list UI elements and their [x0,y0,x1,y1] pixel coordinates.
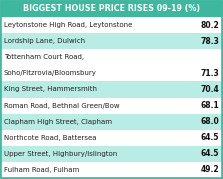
Text: Fulham Road, Fulham: Fulham Road, Fulham [4,167,79,173]
Text: Leytonstone High Road, Leytonstone: Leytonstone High Road, Leytonstone [4,22,132,28]
Text: 64.5: 64.5 [200,133,219,142]
Bar [1,162,222,178]
Bar [1,17,222,33]
Text: 71.3: 71.3 [200,69,219,78]
Text: Clapham High Street, Clapham: Clapham High Street, Clapham [4,119,112,125]
Text: 64.5: 64.5 [200,149,219,158]
Text: 68.1: 68.1 [200,101,219,110]
Text: BIGGEST HOUSE PRICE RISES 09-19 (%): BIGGEST HOUSE PRICE RISES 09-19 (%) [23,4,200,13]
Text: Lordship Lane, Dulwich: Lordship Lane, Dulwich [4,38,85,44]
Bar [1,81,222,98]
Text: King Street, Hammersmith: King Street, Hammersmith [4,86,97,92]
Text: 78.3: 78.3 [200,37,219,46]
Text: Tottenham Court Road,: Tottenham Court Road, [4,54,84,60]
Bar [1,114,222,130]
Text: 70.4: 70.4 [200,85,219,94]
Text: Upper Street, Highbury/Islington: Upper Street, Highbury/Islington [4,151,117,157]
Bar [1,33,222,49]
Bar [1,49,222,81]
Text: 80.2: 80.2 [200,21,219,30]
Bar [1,146,222,162]
Bar [1,1,222,17]
Text: Soho/Fitzrovia/Bloomsbury: Soho/Fitzrovia/Bloomsbury [4,70,97,76]
Text: 49.2: 49.2 [200,165,219,175]
Text: Northcote Road, Battersea: Northcote Road, Battersea [4,135,97,141]
Text: Roman Road, Bethnal Green/Bow: Roman Road, Bethnal Green/Bow [4,103,120,108]
Bar [1,98,222,114]
Bar [1,130,222,146]
Text: 68.0: 68.0 [200,117,219,126]
